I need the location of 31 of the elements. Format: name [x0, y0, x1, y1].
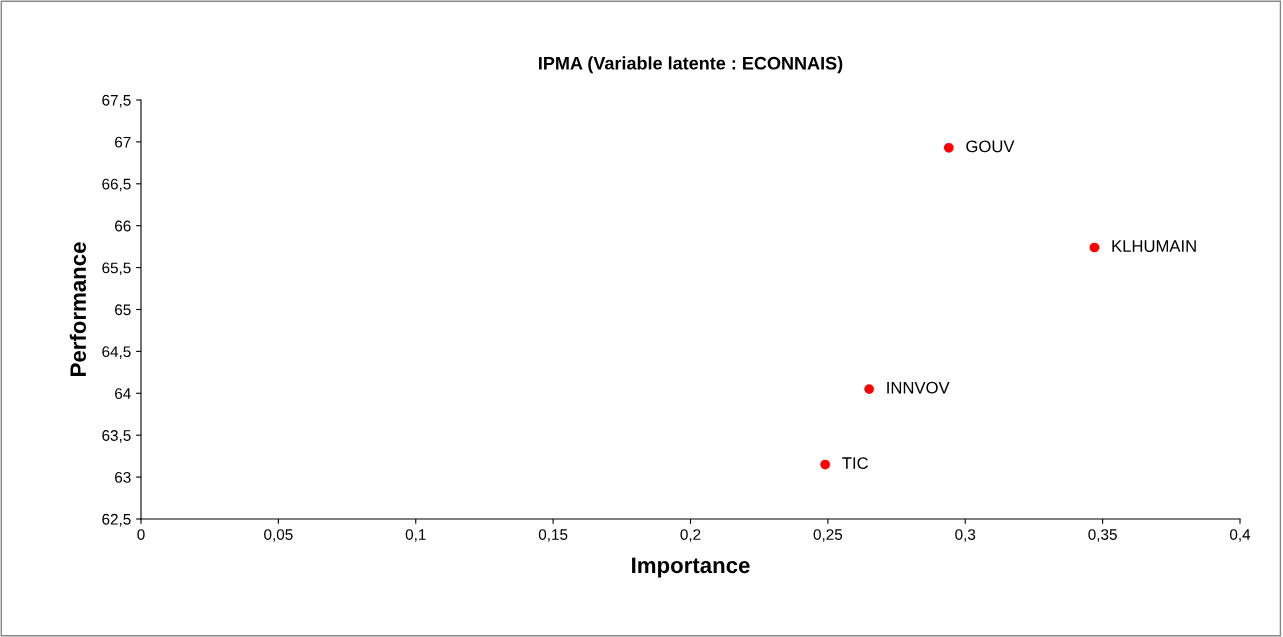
point [864, 384, 874, 394]
x-tick-label: 0,35 [1088, 529, 1117, 542]
y-tick-label: 65,5 [102, 262, 131, 276]
x-tick-label: 0,1 [405, 529, 426, 542]
annotation: TIC [842, 457, 869, 469]
point [820, 459, 830, 470]
x-tick-label: 0 [137, 529, 145, 540]
y-tick-label: 64,5 [102, 346, 131, 359]
y-tick-label: 62,5 [102, 513, 131, 527]
y-tick-label: 65 [115, 304, 131, 316]
y-tick-label: 66 [115, 220, 131, 232]
x-tick-label: 0,15 [538, 529, 568, 542]
x-tick-label: 0,4 [1229, 529, 1251, 542]
x-tick-label: 0,2 [680, 529, 701, 542]
annotation: KLHUMAIN [1112, 240, 1196, 252]
chart-title: IPMA (Variable latente : ECONNAIS) [539, 56, 843, 74]
y-tick-label: 66,5 [102, 178, 131, 192]
point [1089, 242, 1100, 253]
annotation: GOUV [966, 140, 1015, 153]
x-tick-label: 0,3 [955, 529, 976, 542]
y-tick-label: 63,5 [102, 430, 131, 443]
x-axis-title: Importance [632, 557, 750, 578]
y-axis-title: Performance [69, 242, 87, 376]
y-tick-label: 67,5 [102, 94, 131, 108]
y-tick-label: 64 [115, 388, 131, 399]
annotation: INNVOV [887, 381, 950, 394]
point [943, 142, 954, 153]
y-tick-label: 63 [115, 471, 131, 483]
x-tick-label: 0,25 [813, 529, 843, 542]
y-tick-label: 67 [115, 136, 131, 148]
x-tick-label: 0,05 [264, 529, 293, 542]
